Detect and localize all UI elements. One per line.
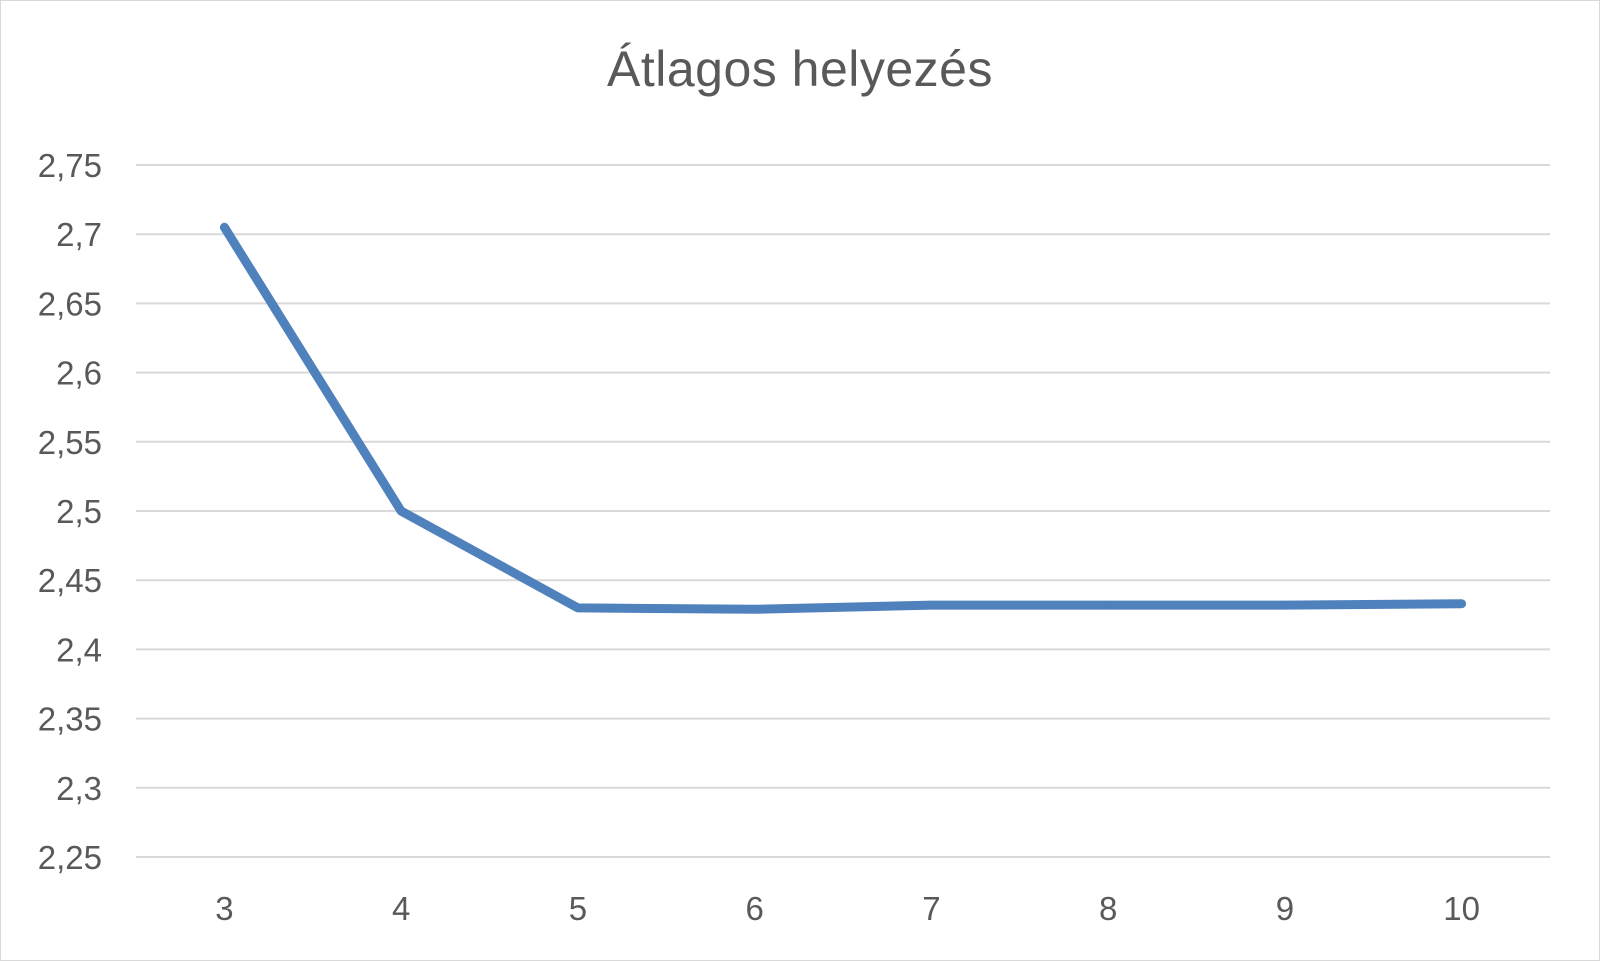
gridlines [136,164,1550,858]
x-tick-label: 10 [1443,890,1480,927]
data-point [1280,601,1289,610]
x-tick-label: 6 [745,890,763,927]
x-tick-label: 9 [1276,890,1294,927]
y-tick-label: 2,5 [56,493,102,530]
y-tick-label: 2,65 [38,285,102,322]
y-tick-label: 2,6 [56,355,102,392]
data-point [1104,601,1113,610]
y-tick-label: 2,35 [38,701,102,738]
data-point [750,605,759,614]
x-tick-label: 7 [922,890,940,927]
x-tick-label: 4 [392,890,410,927]
chart-title: Átlagos helyezés [606,41,993,97]
data-point [1457,599,1466,608]
y-tick-label: 2,4 [56,631,102,668]
x-tick-label: 8 [1099,890,1117,927]
series-line [219,222,1467,614]
data-point [927,601,936,610]
y-axis-ticks: 2,25 2,3 2,35 2,4 2,45 2,5 2,55 2,6 2,65 2,7 2,75 [38,147,102,876]
x-tick-label: 5 [569,890,587,927]
y-tick-label: 2,55 [38,424,102,461]
data-point [573,603,582,612]
x-axis-ticks: 3 4 5 6 7 8 9 10 [215,890,1480,927]
data-point [220,223,229,232]
y-tick-label: 2,45 [38,562,102,599]
data-point [397,507,406,515]
y-tick-label: 2,25 [38,839,102,876]
x-tick-label: 3 [215,890,233,927]
series-layer [219,222,1467,614]
y-tick-label: 2,75 [38,147,102,184]
y-tick-label: 2,7 [56,216,102,253]
y-tick-label: 2,3 [56,770,102,807]
